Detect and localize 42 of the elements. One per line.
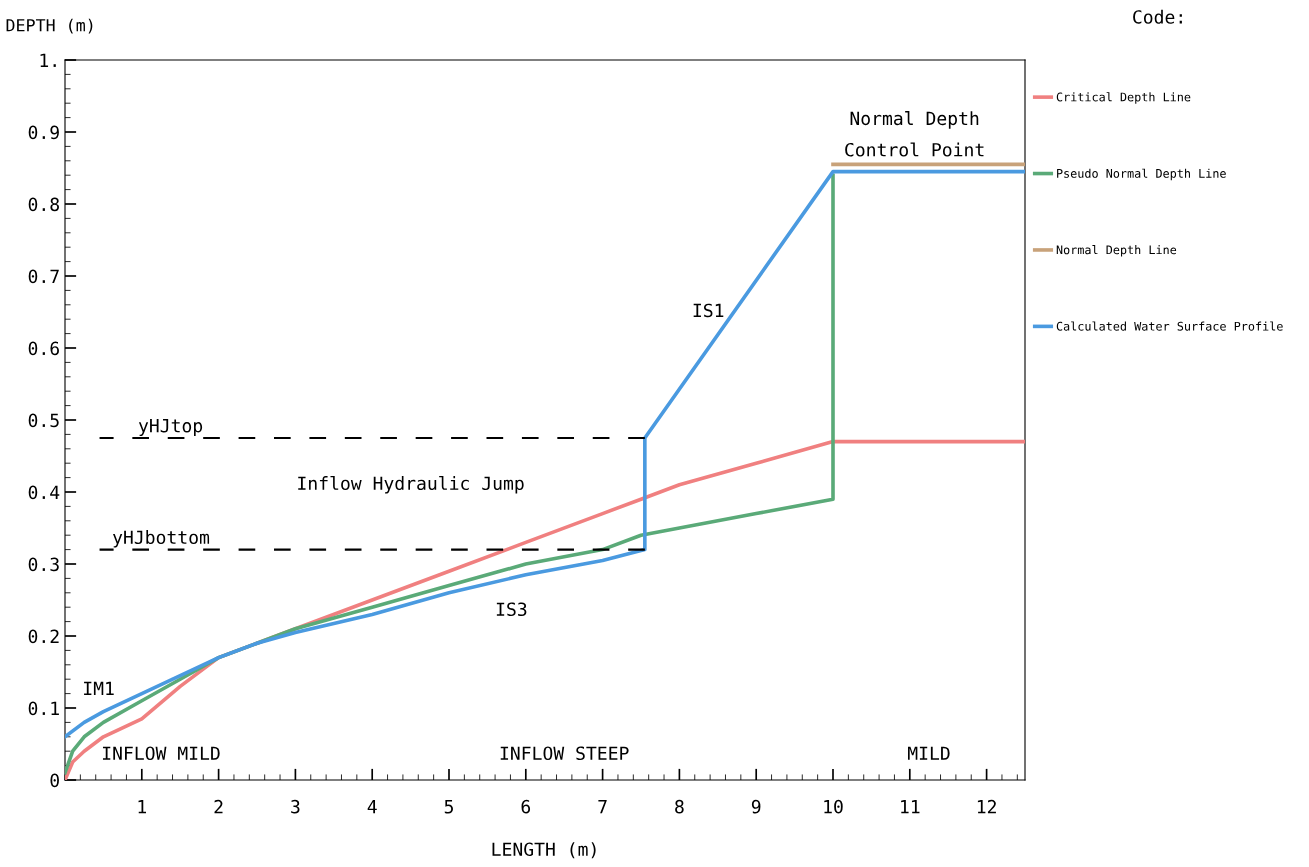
annotation: INFLOW STEEP [500,746,629,761]
x-tick-label: 6 [521,799,531,814]
legend-label: Normal Depth Line [1056,245,1177,257]
y-tick-label: 0.2 [28,629,59,644]
annotation: IS3 [496,602,527,617]
line-series [65,173,835,775]
annotation: yHJtop [138,419,203,436]
annotation: Inflow Hydraulic Jump [298,476,524,494]
annotation: IM1 [84,681,114,696]
y-tick-label: 1. [40,53,56,67]
y-tick-label: 0.7 [28,269,59,284]
x-tick-label: 8 [675,799,684,814]
legend-label: Critical Depth Line [1056,92,1191,104]
y-tick-label: 0.9 [28,125,59,140]
x-tick-label: 2 [214,799,223,814]
x-axis-title: LENGTH (m) [492,842,596,859]
x-tick-label: 12 [977,799,996,814]
y-tick-label: 0.4 [28,485,60,500]
x-tick-label: 5 [444,800,453,814]
y-tick-label: 0.6 [28,341,59,356]
y-axis-title: DEPTH (m) [6,18,93,34]
annotation: yHJbottom [113,530,210,548]
annotation: Normal Depth Control Point [845,111,984,157]
y-tick-label: 0.1 [28,701,59,716]
x-tick-label: 4 [367,800,377,814]
legend-label: Calculated Water Surface Profile [1056,321,1283,331]
line-series [65,169,1025,739]
legend-label: Pseudo Normal Depth Line [1057,168,1226,181]
x-tick-label: 11 [901,800,920,814]
legend-title: Code: [1133,9,1182,24]
x-tick-label: 3 [291,799,300,814]
x-tick-label: 9 [751,799,761,814]
y-tick-label: 0.5 [28,413,59,428]
y-tick-label: 0.8 [28,197,59,212]
annotation: INFLOW MILD [102,746,220,761]
y-tick-label: 0 [50,773,59,788]
annotation: IS1 [693,303,724,318]
x-tick-label: 7 [598,800,607,814]
annotation: MILD [908,746,950,760]
y-tick-label: 0.3 [28,557,59,572]
x-tick-label: 1 [138,800,147,814]
x-tick-label: 10 [824,799,843,814]
